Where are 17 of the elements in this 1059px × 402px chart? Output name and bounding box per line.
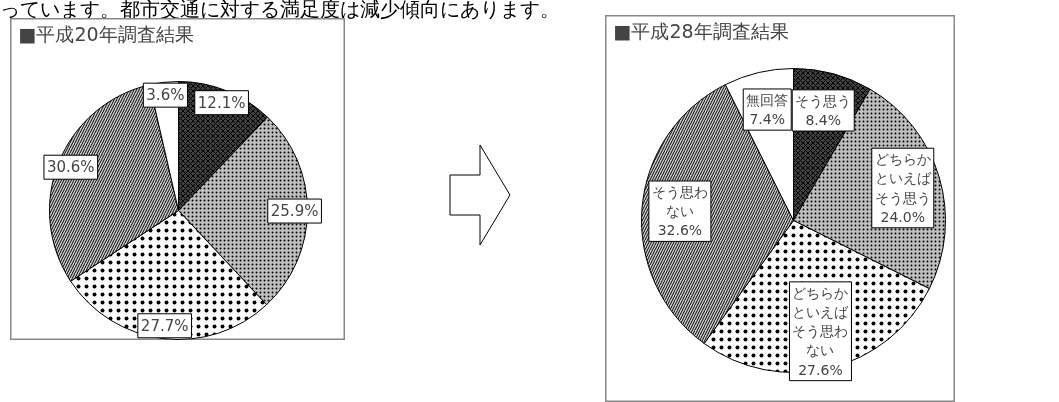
data-label: 12.1% xyxy=(197,93,246,112)
slice-label: そう思う xyxy=(795,92,852,109)
data-label: 7.4% xyxy=(749,111,786,128)
data-label: 3.6% xyxy=(146,86,185,105)
chart-title: ■平成20年調査結果 xyxy=(18,22,194,45)
slice-label: 無回答 xyxy=(746,91,789,108)
data-label: 24.0% xyxy=(880,208,926,225)
data-label: 27.7% xyxy=(140,316,189,335)
slice-label: どちらかといえばそう思う xyxy=(874,151,932,206)
data-label: 32.6% xyxy=(657,222,703,239)
slice-label: そう思わない xyxy=(651,184,708,220)
data-label: 30.6% xyxy=(46,158,95,177)
data-label: 27.6% xyxy=(798,361,843,378)
data-label: 25.9% xyxy=(270,202,319,221)
chart-title: ■平成28年調査結果 xyxy=(613,19,789,42)
slice-label: どちらかといえばそう思わない xyxy=(792,284,850,359)
data-label: 8.4% xyxy=(805,112,842,129)
